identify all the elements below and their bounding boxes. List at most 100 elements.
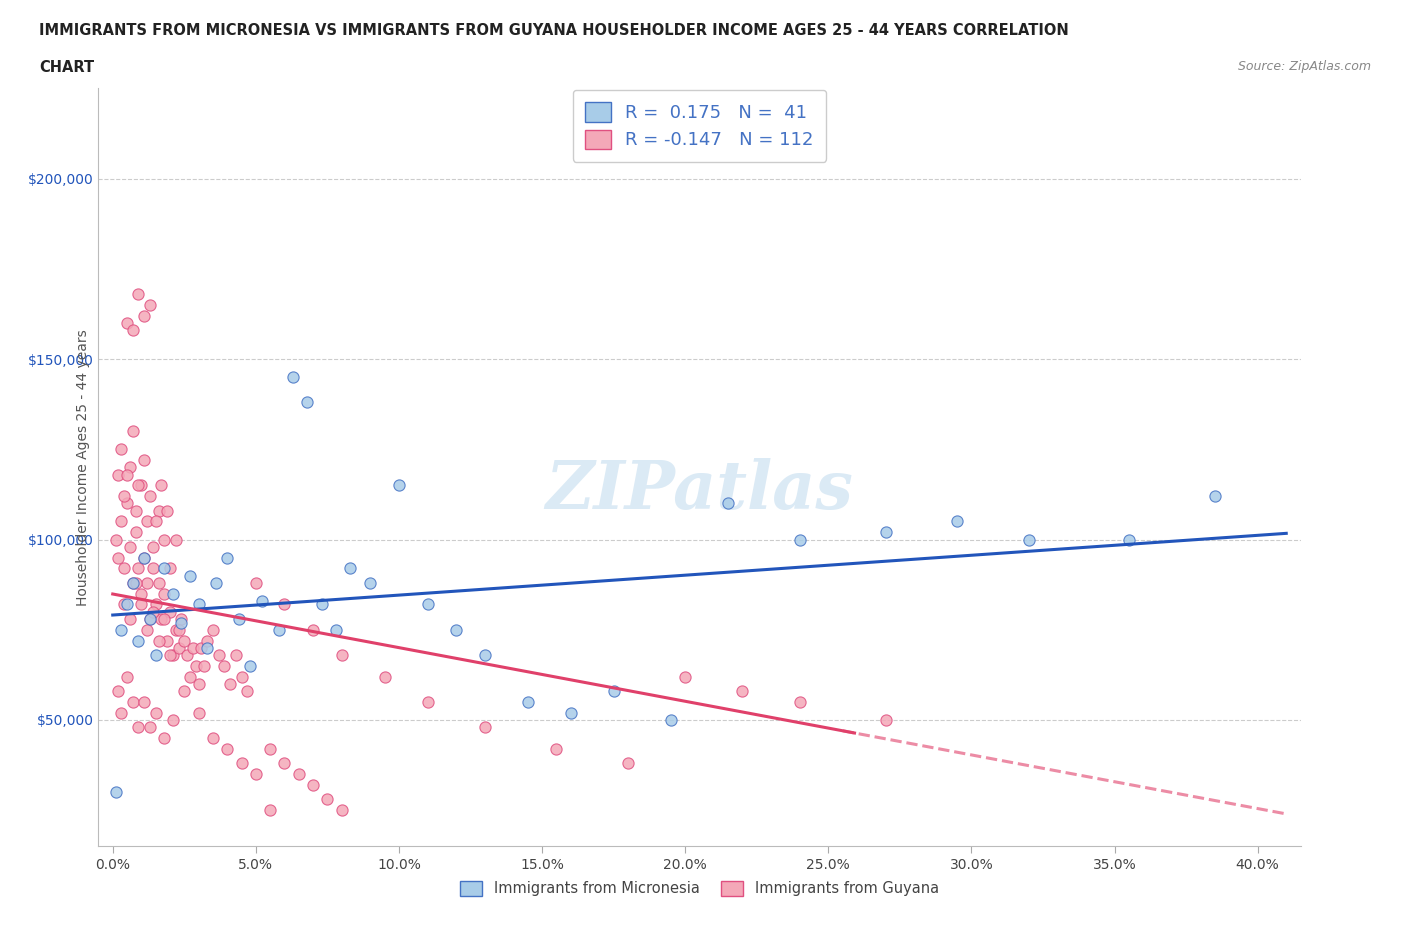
- Point: [602, 684, 624, 698]
- Point: [134, 695, 156, 710]
- Point: [104, 785, 127, 800]
- Point: [731, 684, 754, 698]
- Point: [1118, 532, 1140, 547]
- Point: [145, 647, 167, 662]
- Point: [231, 670, 253, 684]
- Point: [121, 323, 143, 338]
- Point: [217, 551, 239, 565]
- Point: [297, 395, 319, 410]
- Point: [112, 489, 135, 504]
- Point: [145, 705, 167, 720]
- Point: [181, 641, 204, 656]
- Point: [128, 633, 150, 648]
- Point: [107, 551, 129, 565]
- Point: [159, 561, 181, 576]
- Point: [267, 622, 290, 637]
- Point: [153, 731, 176, 746]
- Point: [416, 695, 439, 710]
- Point: [148, 503, 170, 518]
- Point: [121, 576, 143, 591]
- Point: [187, 705, 209, 720]
- Point: [139, 612, 162, 627]
- Point: [659, 712, 682, 727]
- Point: [311, 597, 333, 612]
- Point: [115, 670, 138, 684]
- Point: [110, 442, 132, 457]
- Point: [195, 641, 218, 656]
- Point: [302, 777, 325, 792]
- Point: [374, 670, 396, 684]
- Point: [118, 460, 141, 475]
- Point: [184, 658, 207, 673]
- Point: [516, 695, 538, 710]
- Point: [121, 576, 143, 591]
- Point: [139, 720, 162, 735]
- Point: [359, 576, 381, 591]
- Text: Source: ZipAtlas.com: Source: ZipAtlas.com: [1237, 60, 1371, 73]
- Legend: Immigrants from Micronesia, Immigrants from Guyana: Immigrants from Micronesia, Immigrants f…: [453, 873, 946, 903]
- Point: [145, 514, 167, 529]
- Point: [245, 766, 267, 781]
- Point: [136, 576, 159, 591]
- Point: [115, 597, 138, 612]
- Point: [325, 622, 347, 637]
- Point: [153, 561, 176, 576]
- Point: [142, 604, 165, 619]
- Point: [139, 489, 162, 504]
- Text: CHART: CHART: [39, 60, 94, 75]
- Point: [259, 741, 281, 756]
- Point: [110, 705, 132, 720]
- Y-axis label: Householder Income Ages 25 - 44 years: Householder Income Ages 25 - 44 years: [76, 329, 90, 605]
- Point: [136, 622, 159, 637]
- Point: [330, 803, 353, 817]
- Point: [139, 298, 162, 312]
- Point: [107, 684, 129, 698]
- Point: [156, 503, 179, 518]
- Point: [115, 315, 138, 330]
- Point: [159, 604, 181, 619]
- Point: [134, 309, 156, 324]
- Point: [112, 561, 135, 576]
- Point: [287, 766, 309, 781]
- Point: [179, 568, 201, 583]
- Point: [118, 539, 141, 554]
- Point: [142, 539, 165, 554]
- Point: [131, 597, 153, 612]
- Point: [136, 514, 159, 529]
- Point: [167, 622, 190, 637]
- Point: [225, 647, 247, 662]
- Point: [153, 612, 176, 627]
- Point: [165, 622, 187, 637]
- Point: [236, 684, 259, 698]
- Point: [167, 641, 190, 656]
- Point: [165, 532, 187, 547]
- Point: [124, 525, 146, 539]
- Point: [118, 612, 141, 627]
- Point: [201, 731, 224, 746]
- Point: [107, 467, 129, 482]
- Point: [208, 647, 231, 662]
- Point: [162, 647, 184, 662]
- Point: [148, 633, 170, 648]
- Point: [474, 720, 496, 735]
- Point: [717, 496, 740, 511]
- Point: [416, 597, 439, 612]
- Point: [875, 525, 897, 539]
- Point: [388, 478, 411, 493]
- Point: [148, 576, 170, 591]
- Point: [250, 593, 273, 608]
- Point: [1204, 489, 1226, 504]
- Point: [121, 424, 143, 439]
- Point: [110, 622, 132, 637]
- Text: ZIPatlas: ZIPatlas: [546, 458, 853, 523]
- Point: [187, 676, 209, 691]
- Point: [134, 453, 156, 468]
- Point: [170, 615, 193, 630]
- Point: [946, 514, 969, 529]
- Point: [159, 647, 181, 662]
- Point: [231, 756, 253, 771]
- Point: [228, 612, 250, 627]
- Point: [339, 561, 361, 576]
- Point: [179, 670, 201, 684]
- Point: [789, 532, 811, 547]
